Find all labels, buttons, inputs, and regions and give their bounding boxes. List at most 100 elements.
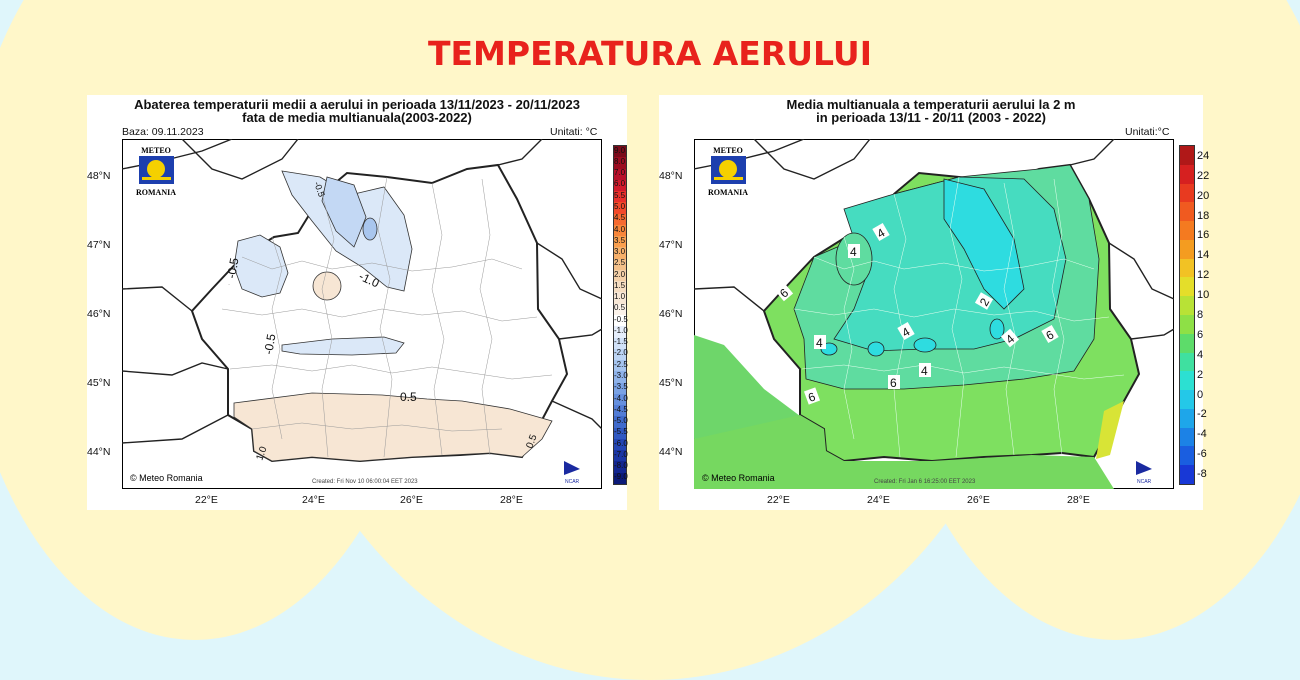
- right-land-base: [694, 335, 804, 439]
- left-lon-tick: 26°E: [400, 494, 423, 506]
- colorbar-swatch: [1180, 371, 1194, 391]
- right-lon-tick: 26°E: [967, 494, 990, 506]
- left-lon-tick: 22°E: [195, 494, 218, 506]
- right-cool-blob: [835, 232, 873, 286]
- colorbar-swatch: [1180, 465, 1194, 485]
- colorbar-label: 10: [1197, 289, 1210, 302]
- left-contour-label: -0.5: [224, 256, 241, 279]
- right-cool-blob-3: [867, 341, 885, 357]
- right-ncar-logo: NCAR: [1136, 461, 1152, 485]
- left-meteo-logo: METEO ROMANIA: [136, 146, 176, 197]
- left-lat-tick: 45°N: [87, 377, 111, 389]
- colorbar-label: -9.0: [614, 472, 628, 482]
- right-zone-2: [943, 178, 1025, 310]
- colorbar-label: 22: [1197, 169, 1210, 182]
- colorbar-label: -3.5: [614, 382, 628, 392]
- colorbar-label: 3.5: [614, 235, 626, 245]
- left-warm-area: [233, 392, 553, 462]
- colorbar-swatch: [1180, 202, 1194, 222]
- right-lat-tick: 47°N: [659, 239, 683, 251]
- left-map-title-line1: Abaterea temperaturii medii a aerului in…: [134, 97, 580, 112]
- left-contour-labels: -0.5 -1.0 -0.5 0.5 -0.5 0.5 1.0 -0.5: [224, 180, 540, 462]
- colorbar-swatch: [1180, 258, 1194, 278]
- colorbar-swatch: [614, 315, 626, 327]
- right-contour-label: 4: [921, 364, 928, 378]
- colorbar-swatch: [1180, 315, 1194, 335]
- colorbar-label: 9.0: [614, 145, 626, 155]
- colorbar-label: 14: [1197, 249, 1210, 262]
- colorbar-swatch: [614, 247, 626, 260]
- right-map-plot: 4 4 6 2 4 4 4 4 6 6 6 METEO: [694, 139, 1174, 489]
- colorbar-swatch: [614, 326, 626, 339]
- right-map-panel: Media multianuala a temperaturii aerului…: [659, 95, 1209, 510]
- left-copyright: © Meteo Romania: [130, 473, 203, 483]
- colorbar-label: 2.0: [614, 269, 626, 279]
- colorbar-label: -1.0: [614, 325, 628, 335]
- colorbar-label: -1.5: [614, 337, 628, 347]
- left-lat-tick: 48°N: [87, 170, 111, 182]
- colorbar-swatch: [1180, 427, 1194, 447]
- left-lat-tick: 47°N: [87, 239, 111, 251]
- left-ncar-text: NCAR: [565, 479, 580, 485]
- left-lat-tick: 46°N: [87, 308, 111, 320]
- left-map-plot: -0.5 -1.0 -0.5 0.5 -0.5 0.5 1.0 -0.5 MET…: [122, 139, 602, 489]
- colorbar-swatch: [614, 191, 626, 203]
- colorbar-swatch: [1180, 183, 1194, 203]
- colorbar-label: 6: [1197, 328, 1204, 341]
- right-lon-tick: 22°E: [767, 494, 790, 506]
- colorbar-swatch: [1180, 277, 1194, 297]
- colorbar-swatch: [614, 337, 626, 350]
- colorbar-swatch: [614, 438, 626, 451]
- colorbar-label: 6.0: [614, 179, 626, 189]
- colorbar-swatch: [614, 258, 626, 271]
- right-lat-tick: 46°N: [659, 308, 683, 320]
- left-colorbar: [613, 145, 627, 485]
- right-logo-top-text: METEO: [713, 146, 743, 155]
- colorbar-label: -0.5: [614, 314, 628, 324]
- right-map-units: Unitati:°C: [1125, 126, 1170, 138]
- colorbar-label: -5.5: [614, 427, 628, 437]
- colorbar-swatch: [614, 416, 626, 429]
- page-title: TEMPERATURA AERULUI: [428, 34, 872, 73]
- colorbar-swatch: [614, 157, 626, 170]
- right-contour-label: 4: [850, 245, 857, 259]
- colorbar-label: 16: [1197, 229, 1210, 242]
- colorbar-label: 7.0: [614, 168, 626, 178]
- colorbar-swatch: [614, 371, 626, 384]
- colorbar-swatch: [614, 450, 626, 462]
- colorbar-swatch: [1180, 164, 1194, 185]
- colorbar-swatch: [614, 303, 626, 316]
- colorbar-label: -2.5: [614, 359, 628, 369]
- colorbar-swatch: [614, 224, 626, 237]
- right-lon-tick: 24°E: [867, 494, 890, 506]
- colorbar-swatch: [614, 202, 626, 215]
- colorbar-label: -6.0: [614, 438, 628, 448]
- colorbar-label: 8: [1197, 309, 1204, 321]
- colorbar-label: 5.0: [614, 201, 626, 211]
- right-created: Created: Fri Jan 6 16:25:00 EET 2023: [874, 479, 976, 485]
- right-cool-blob-4: [913, 337, 937, 353]
- colorbar-swatch: [614, 146, 626, 158]
- colorbar-label: -3.0: [614, 370, 628, 380]
- left-cool-area-south: [281, 336, 405, 356]
- left-warm-blob: [312, 271, 342, 301]
- right-lat-tick: 45°N: [659, 377, 683, 389]
- colorbar-swatch: [1180, 390, 1194, 410]
- colorbar-swatch: [614, 382, 626, 395]
- colorbar-label: -4.5: [614, 404, 628, 414]
- right-copyright: © Meteo Romania: [702, 473, 775, 483]
- left-cool-blob-small: [362, 217, 378, 241]
- colorbar-label: 20: [1197, 189, 1210, 202]
- left-map-panel: Abaterea temperaturii medii a aerului in…: [87, 95, 628, 510]
- left-contour-label: -0.5: [312, 180, 327, 198]
- right-colorbar: [1179, 145, 1195, 485]
- colorbar-label: 2.5: [614, 258, 626, 268]
- left-lon-tick: 28°E: [500, 494, 523, 506]
- colorbar-label: -8: [1197, 468, 1207, 481]
- colorbar-label: -8.0: [614, 461, 628, 471]
- colorbar-swatch: [614, 472, 626, 485]
- colorbar-label: 3.0: [614, 247, 626, 257]
- colorbar-label: 0.5: [614, 303, 626, 313]
- left-created: Created: Fri Nov 10 06:00:04 EET 2023: [312, 479, 418, 485]
- colorbar-swatch: [1180, 408, 1194, 429]
